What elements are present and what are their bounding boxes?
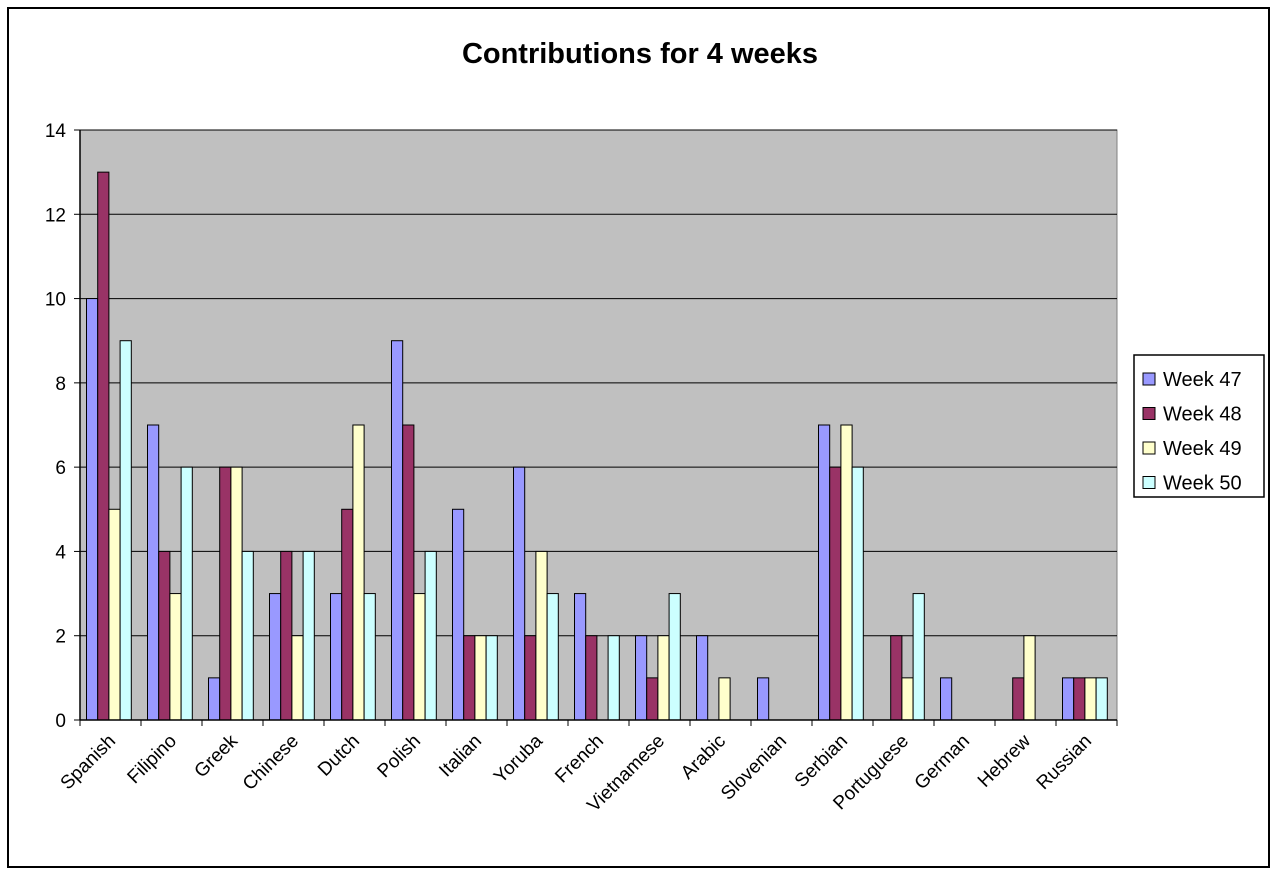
legend: Week 47 Week 48 Week 49 Week 50 — [1133, 354, 1265, 498]
bar-week-49-russian — [1084, 677, 1097, 721]
bar-week-50-polish — [424, 550, 437, 721]
bar-week-47-yoruba — [513, 466, 526, 721]
bar-week-47-greek — [208, 677, 221, 721]
bar-week-48-vietnamese — [646, 677, 659, 721]
bar-week-49-hebrew — [1023, 635, 1036, 721]
x-category-label: Serbian — [791, 731, 852, 792]
bar-week-49-greek — [230, 466, 243, 721]
bar-week-48-yoruba — [524, 635, 537, 721]
x-category-label: Slovenian — [717, 731, 791, 805]
y-tick-label: 0 — [55, 711, 66, 732]
bar-week-48-portuguese — [890, 635, 903, 721]
legend-label: Week 50 — [1163, 473, 1242, 495]
legend-label: Week 49 — [1163, 438, 1242, 460]
y-tick-label: 14 — [45, 121, 67, 142]
x-category-label: French — [551, 731, 608, 788]
bar-week-47-filipino — [147, 424, 160, 721]
legend-swatch — [1142, 476, 1156, 489]
y-tick-label: 8 — [55, 374, 66, 395]
bar-week-48-filipino — [158, 550, 171, 721]
bar-week-48-serbian — [829, 466, 842, 721]
x-category-label: Spanish — [57, 731, 120, 794]
bar-week-49-serbian — [840, 424, 853, 721]
bars — [86, 171, 1108, 721]
bar-week-49-vietnamese — [657, 635, 670, 721]
bar-week-48-italian — [463, 635, 476, 721]
bar-week-49-polish — [413, 593, 426, 721]
bar-week-48-russian — [1073, 677, 1086, 721]
bar-week-48-french — [585, 635, 598, 721]
bar-week-47-spanish — [86, 298, 99, 721]
x-category-label: German — [911, 731, 974, 794]
bar-week-47-serbian — [818, 424, 831, 721]
bar-week-50-spanish — [119, 340, 132, 721]
bar-week-47-polish — [391, 340, 404, 721]
chart-title: Contributions for 4 weeks — [462, 38, 818, 70]
y-axis-ticks: 0 2 4 6 8 10 12 14 — [45, 121, 80, 732]
bar-week-47-vietnamese — [635, 635, 648, 721]
bar-week-50-filipino — [180, 466, 193, 721]
bar-week-50-greek — [241, 550, 254, 721]
x-category-label: Filipino — [124, 731, 181, 788]
bar-week-49-italian — [474, 635, 487, 721]
bar-week-48-polish — [402, 424, 415, 721]
x-category-label: Dutch — [314, 731, 364, 781]
y-tick-label: 2 — [55, 627, 66, 648]
bar-week-47-italian — [452, 508, 465, 721]
bar-week-47-german — [940, 677, 953, 721]
bar-week-48-hebrew — [1012, 677, 1025, 721]
bar-week-50-serbian — [851, 466, 864, 721]
bar-week-47-dutch — [330, 593, 343, 721]
legend-label: Week 47 — [1163, 369, 1242, 391]
bar-week-47-french — [574, 593, 587, 721]
x-category-label: Arabic — [677, 731, 730, 784]
bar-week-47-russian — [1062, 677, 1075, 721]
x-category-label: Polish — [374, 731, 425, 782]
bar-week-49-arabic — [718, 677, 731, 721]
bar-week-48-dutch — [341, 508, 354, 721]
bar-week-49-spanish — [108, 508, 121, 721]
bar-week-49-dutch — [352, 424, 365, 721]
bar-week-50-french — [607, 635, 620, 721]
y-tick-label: 12 — [45, 205, 66, 226]
legend-box — [1133, 354, 1265, 498]
legend-swatch — [1142, 407, 1156, 420]
bar-week-47-chinese — [269, 593, 282, 721]
bar-week-49-filipino — [169, 593, 182, 721]
x-category-label: Greek — [191, 730, 243, 782]
bar-week-48-spanish — [97, 171, 110, 721]
x-category-label: Yoruba — [490, 730, 547, 787]
legend-label: Week 48 — [1163, 404, 1242, 426]
bar-week-49-chinese — [291, 635, 304, 721]
legend-swatch — [1142, 441, 1156, 455]
bar-week-49-portuguese — [901, 677, 914, 721]
bar-week-50-portuguese — [912, 593, 925, 721]
bar-week-50-russian — [1095, 677, 1108, 721]
bar-week-50-dutch — [363, 593, 376, 721]
bar-week-50-italian — [485, 635, 498, 721]
bar-week-50-vietnamese — [668, 593, 681, 721]
x-category-label: Italian — [435, 731, 486, 782]
x-category-label: Chinese — [239, 731, 303, 795]
bar-week-50-chinese — [302, 550, 315, 721]
legend-swatch — [1142, 372, 1156, 386]
x-category-label: Hebrew — [974, 730, 1035, 791]
y-tick-label: 6 — [55, 458, 66, 479]
bar-week-48-greek — [219, 466, 232, 721]
y-tick-label: 10 — [45, 290, 66, 311]
x-category-label: Russian — [1033, 731, 1096, 794]
bar-week-50-yoruba — [546, 593, 559, 721]
bar-week-47-arabic — [696, 635, 709, 721]
bar-week-48-chinese — [280, 550, 293, 721]
bar-week-47-slovenian — [757, 677, 770, 721]
bar-week-49-yoruba — [535, 550, 548, 721]
y-tick-label: 4 — [55, 542, 66, 563]
axes — [79, 130, 1117, 721]
